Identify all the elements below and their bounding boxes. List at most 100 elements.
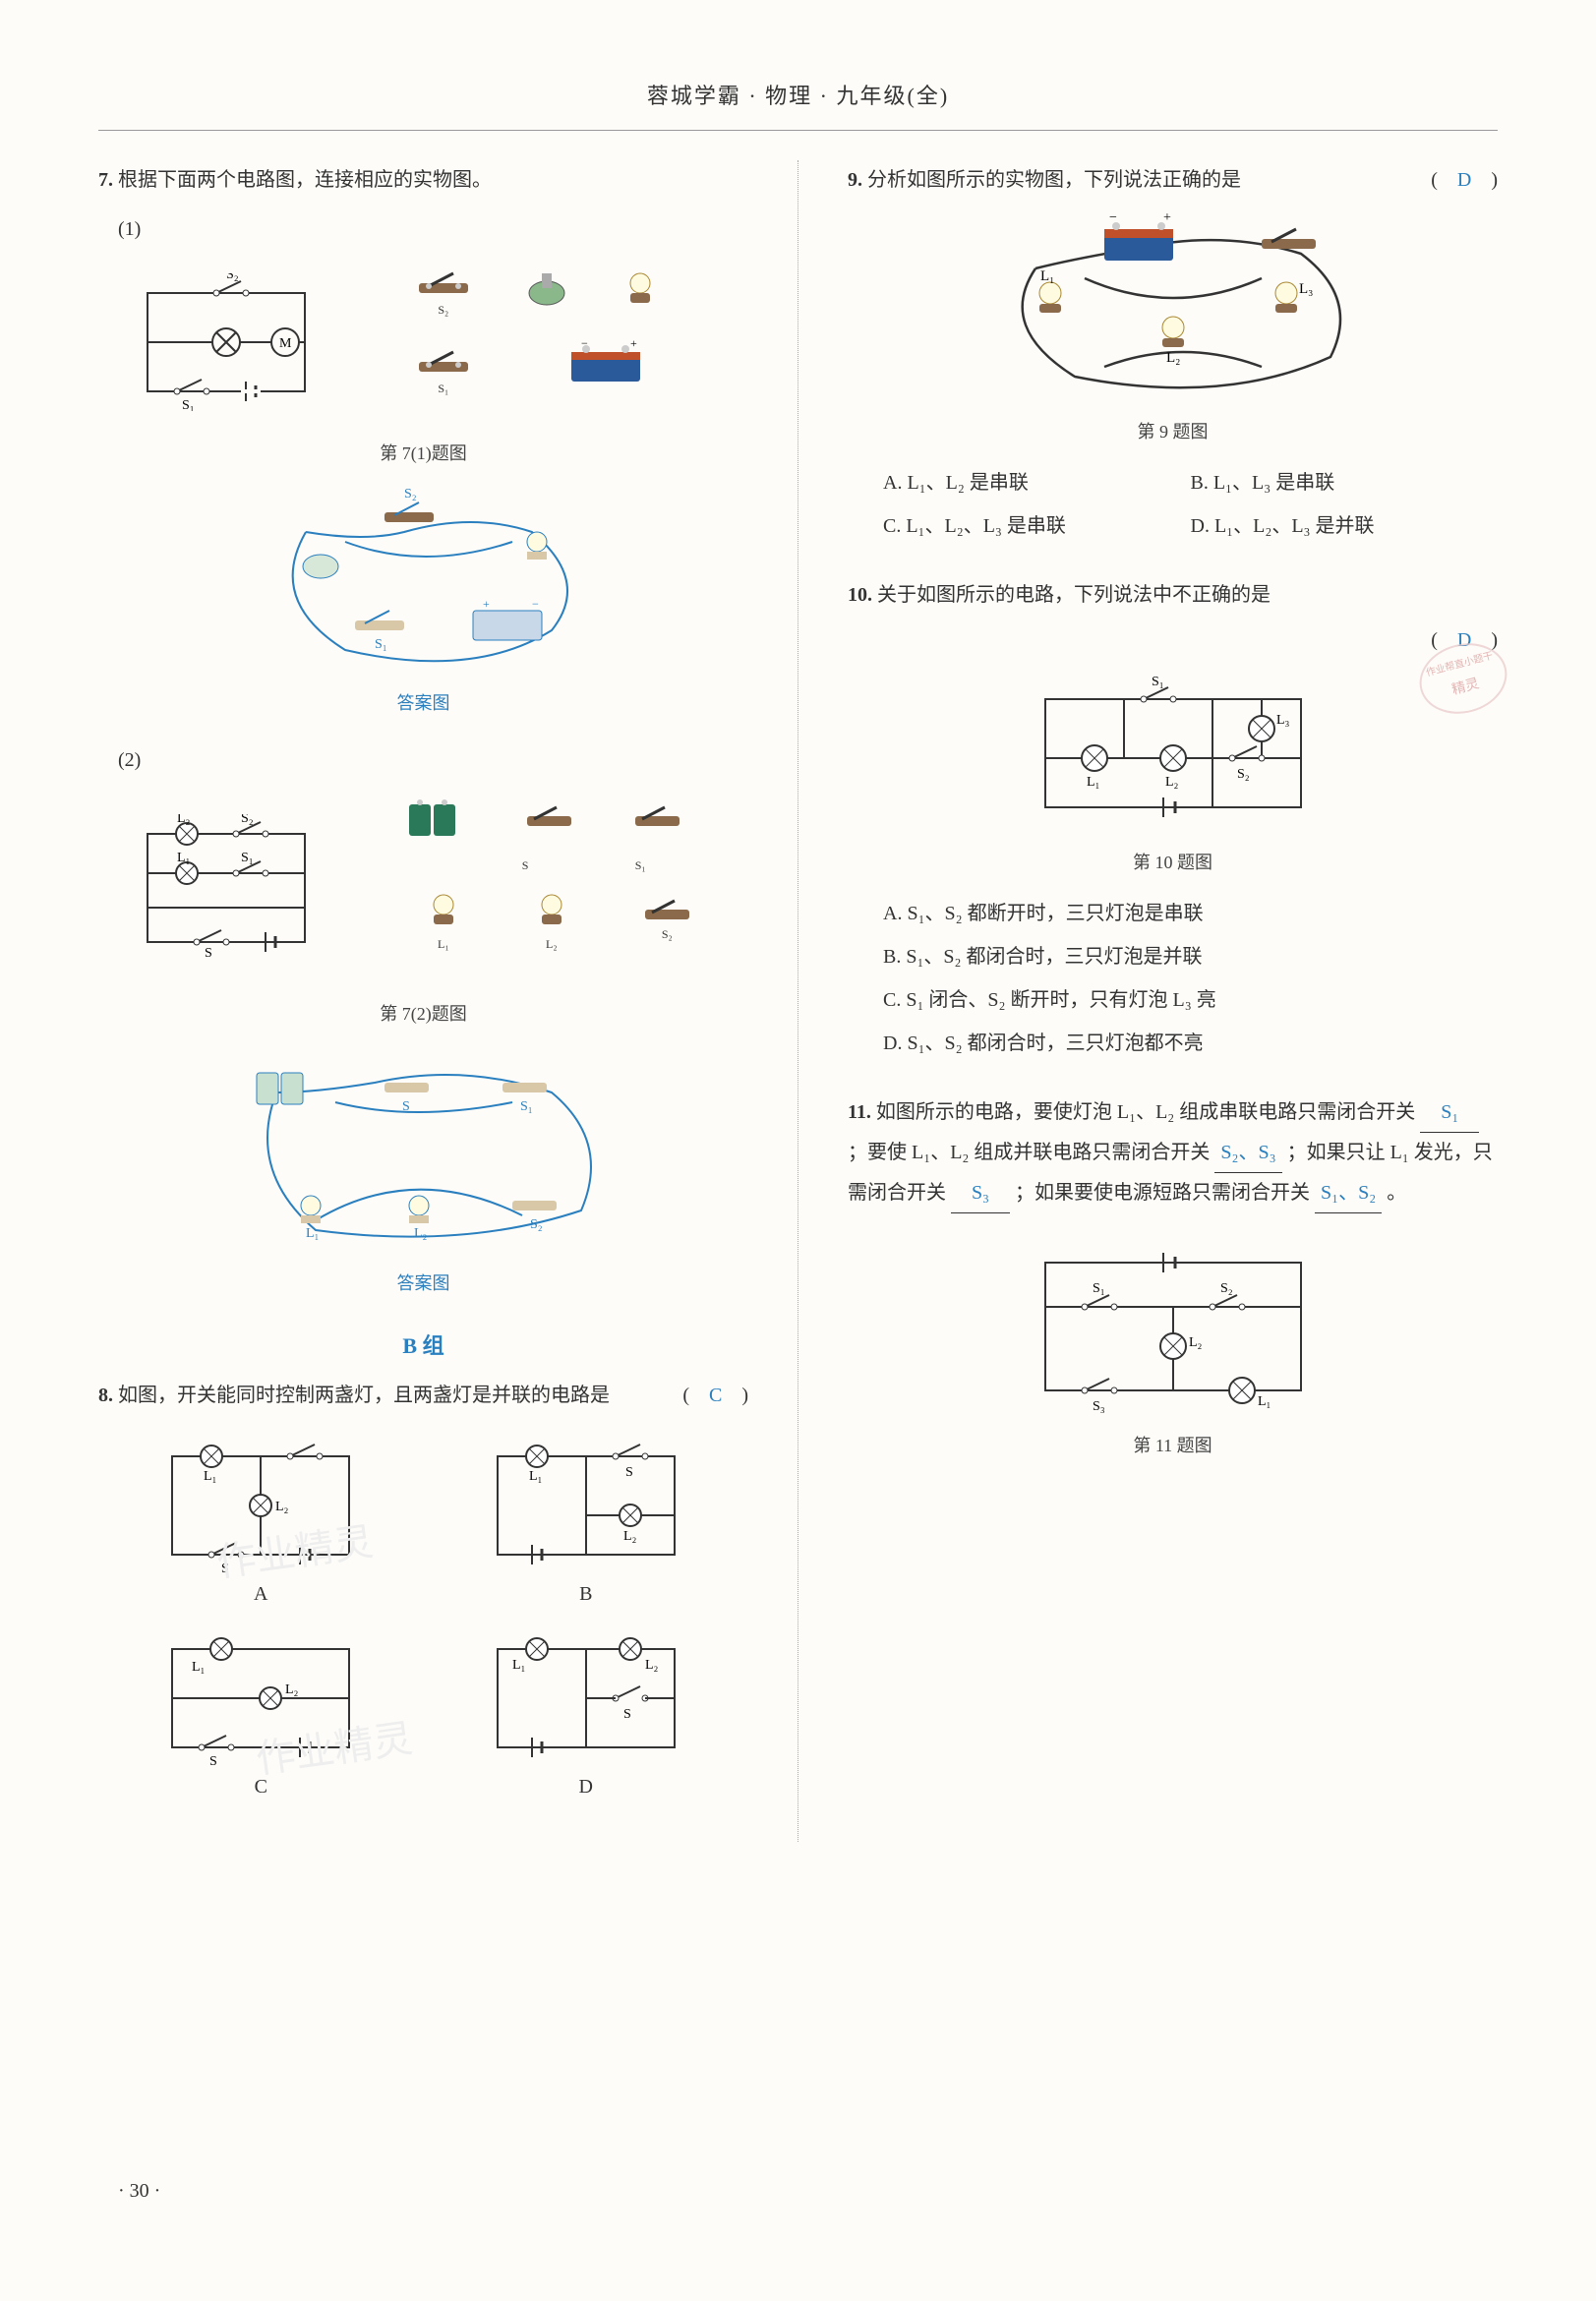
svg-text:S₁: S₁	[520, 1099, 533, 1114]
svg-text:S₂: S₂	[1220, 1281, 1233, 1296]
comp-s: S	[522, 854, 529, 877]
q7-sub2: (2)	[118, 749, 141, 771]
q9-figure: −+ L₁ L₃ L₂	[967, 209, 1380, 406]
svg-text:L₃: L₃	[1299, 281, 1313, 297]
svg-text:−: −	[532, 597, 539, 611]
q7-1-answer-drawing: S₂ S₁ + −	[227, 483, 621, 679]
q11-caption: 第 11 题图	[848, 1428, 1498, 1463]
q8-text: 如图，开关能同时控制两盏灯，且两盏灯是并联的电路是	[118, 1385, 610, 1406]
svg-text:S₂: S₂	[404, 487, 417, 502]
svg-text:L₁: L₁	[1258, 1394, 1271, 1409]
q8-option-b-circuit: L₁ S L₂	[478, 1437, 694, 1574]
q7-1-answer-label: 答案图	[98, 685, 748, 721]
svg-text:S: S	[205, 946, 212, 961]
q8-b-label: B	[478, 1574, 694, 1614]
q8-a-label: A	[152, 1574, 369, 1614]
q7-2-answer-drawing: S S₁ L₁ L₂ S₂	[217, 1043, 630, 1260]
q11-text-p2: ；要使 L₁、L₂ 组成并联电路只需闭合开关	[848, 1142, 1210, 1163]
q7-number: 7.	[98, 169, 113, 191]
q7-2-schematic: L₂ S₂ L₁ S₁	[128, 814, 325, 962]
question-10: 10. 关于如图所示的电路，下列说法中不正确的是 ( D ) 作业帮直小题干 精…	[848, 575, 1498, 1065]
q9-number: 9.	[848, 169, 862, 191]
q11-figure: S₁ S₂ L₂ S₃ L₁	[1016, 1233, 1330, 1420]
q9-answer: D	[1457, 169, 1471, 191]
q9-option-d: D. L₁、L₂、L₃ 是并联	[1191, 504, 1499, 548]
q10-options: A. S₁、S₂ 都断开时，三只灯泡是串联 B. S₁、S₂ 都闭合时，三只灯泡…	[883, 892, 1498, 1065]
svg-text:+: +	[483, 597, 490, 611]
q7-text: 根据下面两个电路图，连接相应的实物图。	[118, 169, 492, 191]
q7-1-schematic: S₂ M S₁	[128, 273, 325, 411]
q9-options: A. L₁、L₂ 是串联 B. L₁、L₃ 是串联 C. L₁、L₂、L₃ 是串…	[883, 461, 1498, 548]
page-header: 蓉城学霸 · 物理 · 九年级(全)	[98, 79, 1498, 131]
svg-text:L₂: L₂	[1165, 775, 1179, 790]
q9-caption: 第 9 题图	[848, 414, 1498, 449]
q7-1-s2-label: S₂	[226, 273, 239, 282]
svg-text:L₁: L₁	[192, 1660, 205, 1675]
comp-s2: S₂	[438, 298, 448, 322]
svg-text:S: S	[221, 1562, 229, 1574]
q11-text-p4: ；如果要使电源短路只需闭合开关	[1015, 1182, 1310, 1204]
svg-text:M: M	[279, 336, 292, 351]
q7-1-photo: S₂ S₁ −+	[384, 259, 719, 426]
q9-text: 分析如图所示的实物图，下列说法正确的是	[867, 169, 1241, 191]
q7-1-s1-label: S₁	[182, 398, 195, 411]
svg-text:S₁: S₁	[375, 637, 387, 652]
q8-answer: C	[709, 1385, 722, 1406]
q7-2-caption: 第 7(2)题图	[98, 996, 748, 1032]
q8-option-d-circuit: L₁ L₂ S	[478, 1629, 694, 1767]
svg-text:L₁: L₁	[512, 1658, 525, 1673]
svg-text:S₂: S₂	[530, 1217, 543, 1232]
svg-text:L₂: L₂	[1189, 1335, 1203, 1350]
svg-text:S: S	[402, 1099, 410, 1114]
svg-text:S₁: S₁	[1093, 1281, 1105, 1296]
svg-text:S₂: S₂	[1237, 767, 1250, 782]
svg-text:−: −	[1109, 210, 1117, 225]
q9-option-b: B. L₁、L₃ 是串联	[1191, 461, 1499, 504]
q8-d-label: D	[478, 1767, 694, 1806]
q10-figure: S₁ L₁ L₂ L₃	[1016, 670, 1330, 837]
bulb-icon	[621, 268, 660, 308]
svg-text:L₁: L₁	[177, 851, 190, 865]
battery-icon	[404, 795, 463, 839]
q7-1-figures: S₂ M S₁	[98, 259, 748, 426]
q11-number: 11.	[848, 1101, 871, 1123]
switch-icon	[414, 268, 473, 298]
battery-icon: −+	[562, 337, 650, 386]
q10-text: 关于如图所示的电路，下列说法中不正确的是	[877, 584, 1271, 606]
q7-2-answer-label: 答案图	[98, 1266, 748, 1301]
svg-text:L₂: L₂	[275, 1500, 289, 1514]
svg-text:L₁: L₁	[1087, 775, 1099, 790]
q10-caption: 第 10 题图	[848, 845, 1498, 880]
q9-option-c: C. L₁、L₂、L₃ 是串联	[883, 504, 1191, 548]
q11-blank-3: S₃	[951, 1173, 1010, 1213]
bulb-icon	[532, 893, 571, 932]
comp-s1: S₁	[438, 377, 448, 400]
q9-option-a: A. L₁、L₂ 是串联	[883, 461, 1191, 504]
right-column: 9. 分析如图所示的实物图，下列说法正确的是 ( D ) −+ L₁ L	[848, 160, 1498, 1842]
svg-text:S₃: S₃	[1093, 1399, 1105, 1414]
q7-2-figures: L₂ S₂ L₁ S₁	[98, 790, 748, 986]
svg-text:L₃: L₃	[1276, 713, 1290, 728]
svg-text:−: −	[581, 337, 588, 350]
q7-1-caption: 第 7(1)题图	[98, 436, 748, 471]
question-8: 作业精灵 作业精灵 8. 如图，开关能同时控制两盏灯，且两盏灯是并联的电路是 (…	[98, 1376, 748, 1814]
svg-text:S: S	[209, 1754, 217, 1767]
question-11: 11. 如图所示的电路，要使灯泡 L₁、L₂ 组成串联电路只需闭合开关 S₁ ；…	[848, 1092, 1498, 1463]
switch-icon	[640, 898, 694, 922]
q8-number: 8.	[98, 1385, 113, 1406]
svg-text:+: +	[630, 337, 637, 350]
q10-option-b: B. S₁、S₂ 都闭合时，三只灯泡是并联	[883, 935, 1498, 978]
comp-s1: S₁	[635, 854, 646, 877]
motor-icon	[522, 268, 571, 308]
q8-option-c-circuit: L₁ L₂ S	[152, 1629, 369, 1767]
q8-c-label: C	[152, 1767, 369, 1806]
svg-text:L₂: L₂	[285, 1682, 299, 1697]
svg-text:L₁: L₁	[204, 1469, 216, 1484]
q7-sub1: (1)	[118, 218, 141, 240]
svg-text:L₂: L₂	[414, 1226, 428, 1241]
question-9: 9. 分析如图所示的实物图，下列说法正确的是 ( D ) −+ L₁ L	[848, 160, 1498, 548]
q10-number: 10.	[848, 584, 872, 606]
svg-text:L₂: L₂	[177, 814, 191, 826]
svg-text:L₁: L₁	[529, 1469, 542, 1484]
q11-blank-2: S₂、S₃	[1214, 1133, 1281, 1173]
